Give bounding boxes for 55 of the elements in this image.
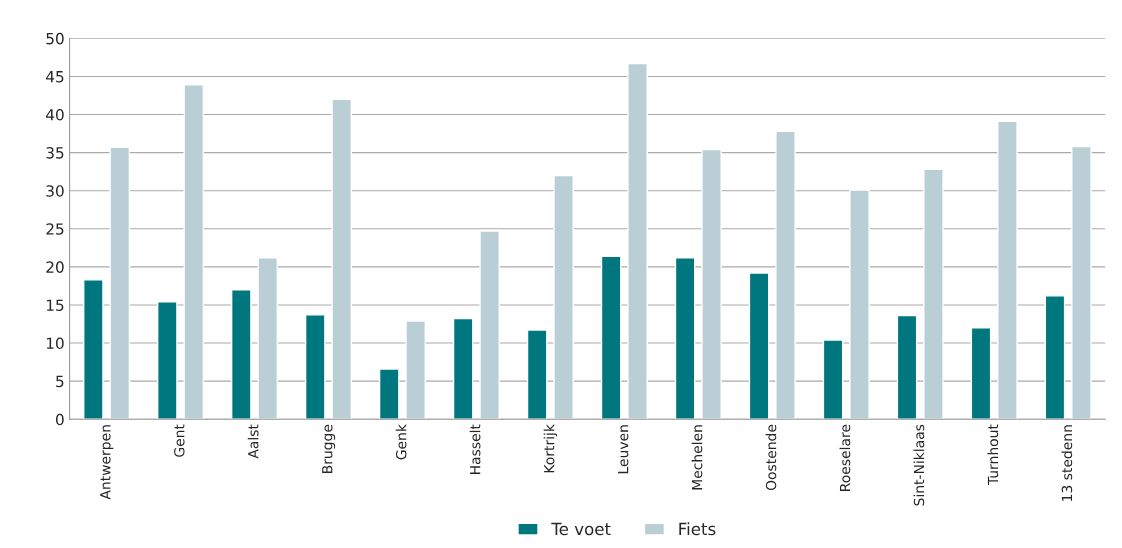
x-tick-label: Hasselt [469,424,481,474]
x-tick-label: Turnhout [987,424,999,486]
bar [526,329,548,420]
y-tick-label: 0 [55,413,64,426]
legend-label: Fiets [679,522,716,536]
x-tick-label: Roeselare [839,424,851,491]
bar [230,289,252,420]
x-tick-label: Leuven [618,425,629,474]
bar [896,314,918,420]
bar [183,84,205,420]
x-tick-label: Aalst [247,424,259,459]
x-tick-label: 13 stedenn [1061,425,1073,501]
bar [1044,295,1066,420]
x-tick-label: Mechelen [691,425,703,490]
bar [970,327,992,420]
bar [257,257,279,420]
y-tick-label: 25 [46,223,64,235]
bar [701,148,722,420]
x-tick-label: Gent [174,424,185,457]
x-tick-label: Sint-Niklaas [913,424,925,506]
x-tick-label: Brugge [322,424,336,473]
y-tick-label: 30 [46,185,64,197]
bar [479,230,500,420]
bar [923,168,944,420]
y-tick-label: 45 [46,71,64,83]
bar [997,120,1018,420]
x-tick-label: Kortrijk [543,424,558,473]
x-tick-label: Antwerpen [100,425,114,500]
bar [674,257,696,420]
bar [849,189,870,420]
y-tick-label: 50 [46,32,64,45]
bar [822,339,844,420]
bar [775,130,796,420]
bar [405,320,426,420]
y-tick-label: 35 [46,147,64,159]
bar [748,272,770,420]
bar [600,255,622,420]
bar [553,174,574,420]
bar [1071,145,1092,420]
bar [156,301,178,420]
bar [378,368,400,420]
y-tick-label: 5 [56,375,64,388]
y-tick-label: 10 [46,337,64,350]
y-tick-label: 20 [46,261,64,273]
bar [109,146,131,420]
bar [304,314,326,420]
x-tick-label: Oostende [765,424,777,491]
legend-label: Te voet [551,522,611,536]
bar [331,98,352,420]
bar [83,279,104,420]
x-tick-label: Genk [395,424,407,460]
y-tick-label: 40 [46,109,64,121]
bar [452,317,474,420]
y-tick-label: 15 [46,299,64,311]
bar [627,62,648,420]
